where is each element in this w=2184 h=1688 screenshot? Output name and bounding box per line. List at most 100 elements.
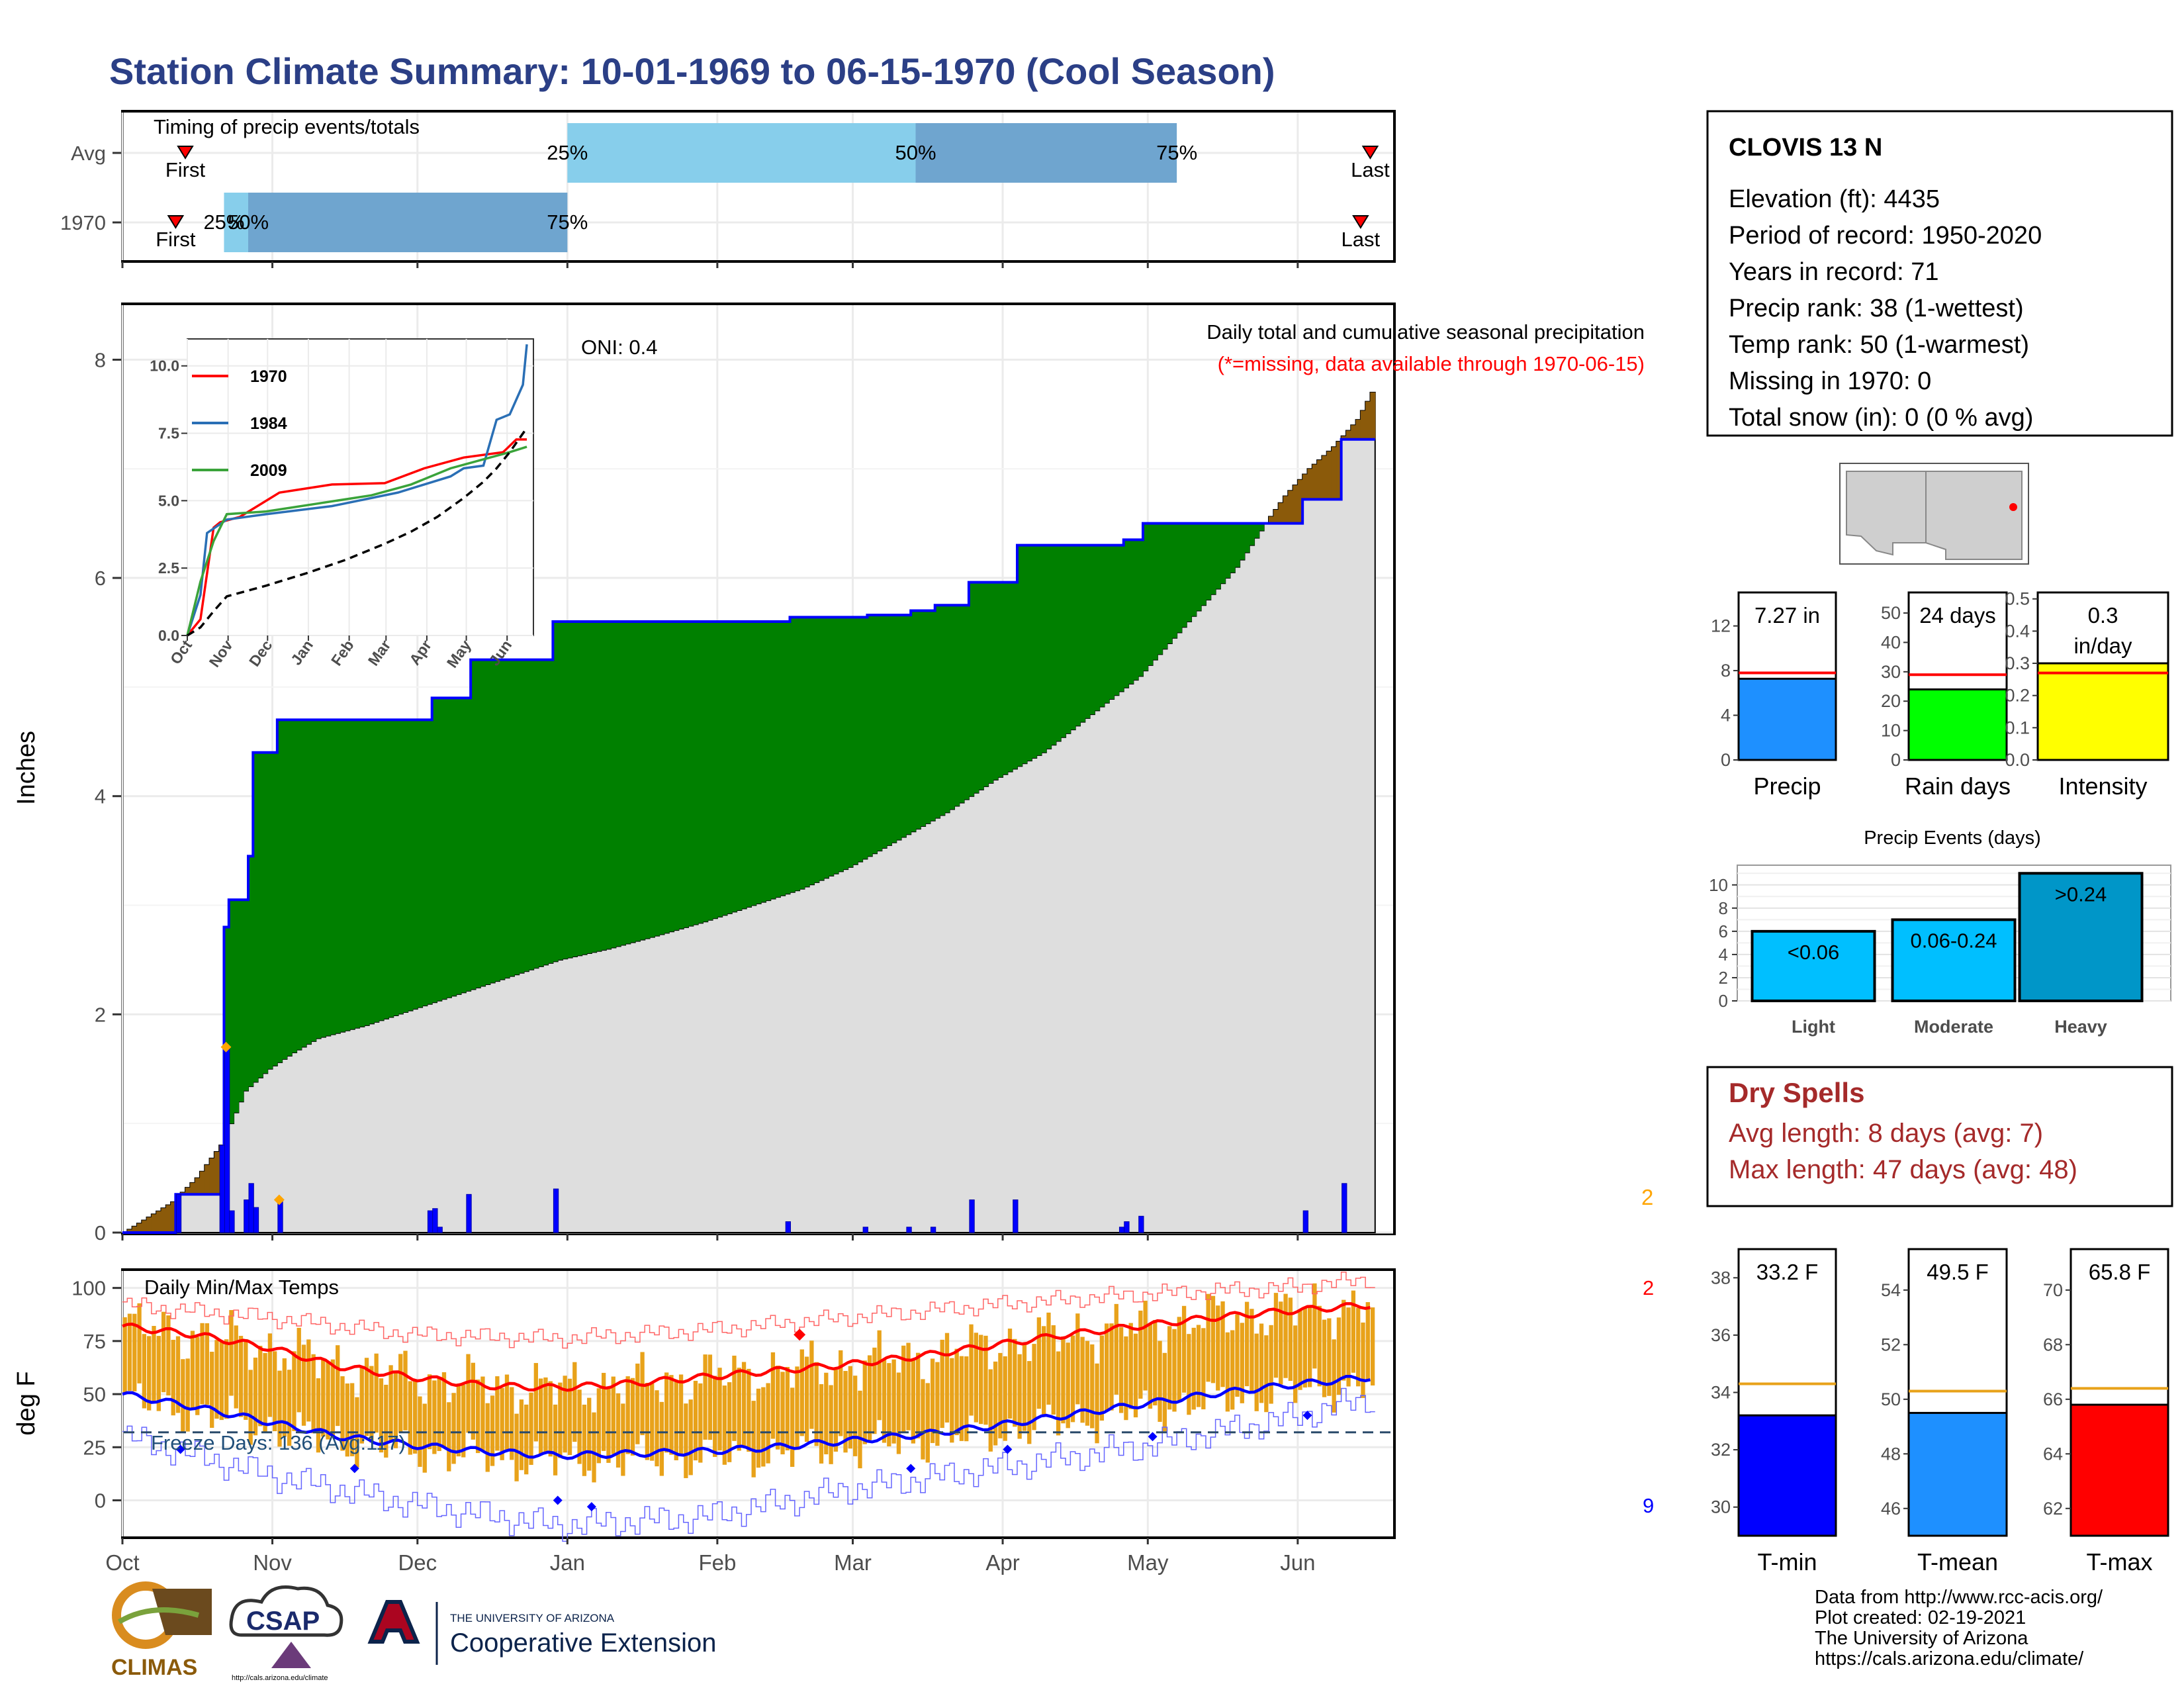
cumulative-difference-day	[1244, 523, 1250, 553]
mini-panel-y-tick-label: 0.1	[2005, 718, 2030, 737]
daily-temp-range-bar	[741, 1362, 747, 1446]
cumulative-difference-day	[1351, 425, 1357, 440]
daily-temp-range-bar	[1336, 1317, 1342, 1395]
precip-title: Daily total and cumulative seasonal prec…	[1206, 320, 1645, 344]
mini-panel-value-label: 24 days	[1919, 603, 1996, 628]
year-cumulative-line	[122, 438, 1375, 1234]
cumulative-difference-day	[1234, 523, 1240, 567]
last-event-label: Last	[1351, 158, 1390, 181]
daily-temp-range-bar	[238, 1336, 244, 1417]
cumulative-difference-day	[737, 621, 743, 910]
cumulative-difference-day	[896, 615, 902, 840]
daily-temp-range-bar	[558, 1382, 563, 1458]
inset-y-tick-label: 2.5	[158, 559, 179, 577]
daily-temp-range-bar	[572, 1362, 577, 1442]
daily-temp-range-bar	[1066, 1342, 1070, 1429]
daily-temp-range-bar	[756, 1388, 761, 1468]
cumulative-difference-day	[253, 752, 259, 1082]
daily-temp-range-bar	[1032, 1344, 1036, 1430]
daily-temp-range-bar	[640, 1352, 645, 1436]
mini-panel-y-tick-label: 32	[1711, 1440, 1731, 1460]
mini-panel-bar	[1907, 1411, 2008, 1537]
cumulative-difference-day	[1240, 523, 1246, 560]
daily-temp-range-bar	[669, 1375, 674, 1455]
daily-temp-range-bar	[896, 1372, 901, 1454]
mini-panel-y-tick-label: 62	[2043, 1499, 2063, 1519]
daily-temp-range-bar	[921, 1379, 925, 1460]
daily-temp-range-bar	[979, 1335, 983, 1425]
mini-panel-y-tick-label: 0.0	[2005, 750, 2030, 770]
daily-temp-range-bar	[698, 1383, 703, 1463]
daily-precip-bar	[785, 1221, 792, 1233]
station-info-line: Years in record: 71	[1729, 258, 1939, 286]
events-y-tick-label: 4	[1719, 945, 1728, 964]
cumulative-difference-day	[504, 659, 510, 978]
cumulative-difference-day	[1331, 447, 1337, 500]
daily-temp-range-bar	[277, 1370, 282, 1447]
daily-temp-range-bar	[553, 1404, 558, 1476]
cumulative-difference-day	[572, 621, 578, 957]
mini-panel-y-tick-label: 30	[1711, 1497, 1731, 1517]
daily-temp-range-bar	[906, 1342, 911, 1430]
daily-temp-range-bar	[210, 1352, 214, 1428]
cumulative-difference-day	[920, 610, 926, 827]
daily-temp-range-bar	[432, 1380, 437, 1454]
cumulative-difference-day	[1345, 430, 1351, 440]
record-min-marker	[586, 1502, 596, 1512]
mini-panel-value-label: 33.2 F	[1756, 1260, 1819, 1284]
timing-p25-label: 25%	[547, 141, 588, 164]
daily-temp-range-bar	[398, 1354, 403, 1433]
cumulative-difference-day	[1293, 485, 1298, 524]
daily-temp-range-bar	[175, 1336, 181, 1413]
cumulative-difference-day	[480, 659, 486, 986]
cumulative-difference-day	[151, 1214, 157, 1233]
daily-temp-range-bar	[374, 1353, 379, 1433]
daily-temp-range-bar	[132, 1313, 137, 1391]
daily-temp-range-bar	[761, 1387, 766, 1467]
cumulative-difference-day	[316, 720, 322, 1039]
daily-temp-range-bar	[1036, 1317, 1042, 1409]
daily-temp-range-bar	[1022, 1344, 1027, 1431]
daily-temp-range-bar	[219, 1341, 224, 1421]
cumulative-difference-day	[408, 720, 414, 1011]
daily-temp-range-bar	[1128, 1323, 1133, 1409]
daily-temp-range-bar	[1365, 1302, 1370, 1382]
daily-temp-range-bar	[1361, 1322, 1365, 1398]
cumulative-difference-day	[262, 752, 268, 1074]
cumulative-difference-day	[828, 617, 834, 876]
daily-temp-range-bar	[122, 1317, 127, 1393]
daily-temp-range-bar	[1216, 1305, 1220, 1391]
daily-temp-range-bar	[166, 1315, 171, 1396]
daily-temp-range-bar	[1162, 1352, 1167, 1432]
daily-temp-range-bar	[1085, 1340, 1090, 1426]
daily-temp-range-bar	[437, 1376, 441, 1452]
cumulative-difference-day	[1123, 539, 1129, 688]
daily-temp-range-bar	[674, 1382, 678, 1461]
cumulative-difference-day	[751, 621, 756, 906]
cumulative-difference-day	[349, 720, 355, 1029]
daily-temp-range-bar	[244, 1338, 248, 1420]
cumulative-difference-day	[867, 615, 873, 857]
cumulative-difference-day	[306, 720, 312, 1045]
daily-precip-bar	[219, 1145, 225, 1233]
daily-temp-range-bar	[152, 1326, 156, 1403]
daily-temp-range-bar	[330, 1359, 336, 1438]
cumulative-difference-day	[1288, 491, 1294, 524]
cumulative-difference-day	[635, 621, 641, 941]
cumulative-difference-day	[485, 659, 491, 985]
cumulative-difference-day	[374, 720, 379, 1022]
cumulative-difference-day	[765, 621, 771, 901]
cumulative-difference-day	[1177, 523, 1183, 633]
daily-temp-range-bar	[983, 1335, 988, 1425]
timing-title: Timing of precip events/totals	[154, 115, 420, 138]
cumulative-difference-day	[833, 617, 839, 874]
mini-panel-y-tick-label: 48	[1881, 1444, 1901, 1464]
cumulative-difference-day	[427, 720, 433, 1004]
cumulative-difference-day	[523, 659, 529, 972]
timing-p75-label: 75%	[547, 211, 588, 234]
cumulative-difference-day	[548, 659, 554, 963]
timing-bar-50-75	[915, 123, 1177, 183]
daily-precip-bar	[437, 1227, 443, 1233]
daily-precip-bar	[906, 1227, 912, 1233]
daily-temp-range-bar	[185, 1358, 190, 1432]
